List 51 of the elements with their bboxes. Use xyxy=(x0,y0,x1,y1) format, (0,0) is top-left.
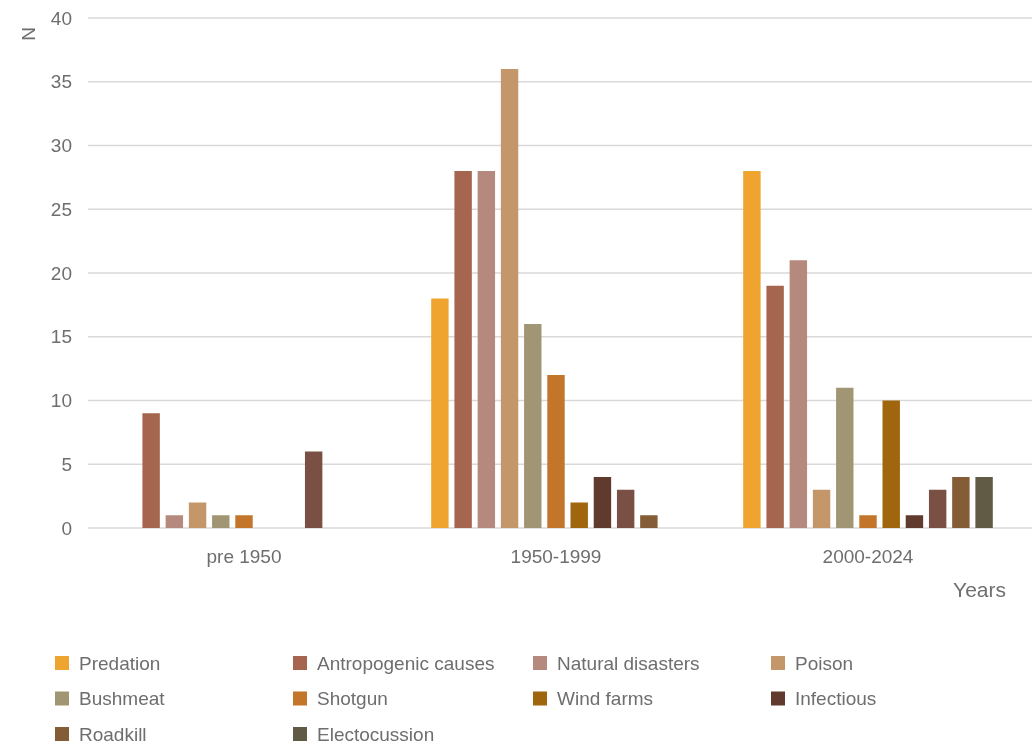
x-axis-title: Years xyxy=(953,578,1006,601)
bar xyxy=(928,489,947,528)
bar xyxy=(235,515,253,528)
legend-label: Natural disasters xyxy=(557,652,700,674)
legend-label: Wind farms xyxy=(557,688,654,710)
x-tick-label: 2000-2024 xyxy=(822,546,914,567)
bar xyxy=(524,324,542,528)
y-tick-label: 35 xyxy=(50,71,72,93)
y-tick-label: 15 xyxy=(50,326,72,348)
legend-label: Predation xyxy=(79,652,161,674)
x-tick-label: pre 1950 xyxy=(206,546,282,567)
legend-label: Poison xyxy=(795,652,854,674)
y-tick-label: 20 xyxy=(50,262,72,284)
bar xyxy=(789,260,808,528)
y-tick-label: 40 xyxy=(50,7,72,29)
y-axis-title: N xyxy=(17,27,39,41)
bar xyxy=(616,489,635,528)
bar xyxy=(304,451,323,528)
bar xyxy=(766,285,784,528)
bar xyxy=(165,515,184,528)
bar xyxy=(836,387,854,528)
bar xyxy=(640,515,658,528)
bar xyxy=(188,502,207,528)
bar xyxy=(593,477,612,528)
y-tick-label: 25 xyxy=(50,198,72,220)
y-tick-label: 0 xyxy=(61,517,72,539)
bar xyxy=(812,489,831,528)
bar xyxy=(431,298,449,528)
bar xyxy=(142,413,160,528)
y-tick-label: 5 xyxy=(61,453,72,475)
legend-label: Electocussion xyxy=(317,723,435,745)
legend-label: Roadkill xyxy=(79,723,147,745)
x-tick-label: 1950-1999 xyxy=(510,546,602,567)
bar xyxy=(454,171,472,528)
legend-label: Infectious xyxy=(795,688,877,710)
bar xyxy=(975,477,993,528)
bar xyxy=(905,515,924,528)
bar xyxy=(500,69,519,528)
legend-label: Shotgun xyxy=(317,688,388,710)
legend-label: Bushmeat xyxy=(79,688,166,710)
legend-label: Antropogenic causes xyxy=(317,652,495,674)
bar xyxy=(882,400,900,528)
bar xyxy=(952,477,970,528)
bar xyxy=(859,515,877,528)
y-tick-label: 30 xyxy=(50,135,72,157)
bar xyxy=(547,375,565,528)
y-tick-label: 10 xyxy=(50,390,72,412)
bar xyxy=(212,515,230,528)
bar xyxy=(477,171,496,528)
bar xyxy=(743,171,761,528)
bar xyxy=(570,502,588,528)
